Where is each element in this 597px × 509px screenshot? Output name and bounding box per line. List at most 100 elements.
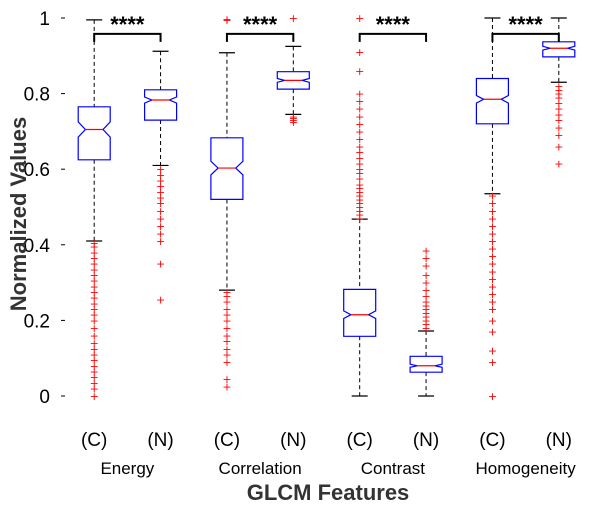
outlier-marker: + bbox=[222, 356, 231, 369]
outlier-marker: + bbox=[355, 12, 364, 25]
outlier-marker: + bbox=[156, 169, 165, 182]
outlier-marker: + bbox=[90, 360, 99, 373]
category-label: (C) bbox=[479, 430, 505, 451]
outlier-marker: + bbox=[156, 235, 165, 248]
outlier-marker: + bbox=[90, 297, 99, 310]
outlier-marker: + bbox=[488, 212, 497, 225]
outlier-marker: + bbox=[90, 343, 99, 356]
outlier-marker: + bbox=[156, 220, 165, 233]
outlier-marker: + bbox=[355, 125, 364, 138]
outlier-marker: + bbox=[90, 330, 99, 343]
outlier-marker: + bbox=[222, 14, 231, 27]
outlier-marker: + bbox=[421, 244, 430, 257]
outlier-marker: + bbox=[355, 190, 364, 203]
outlier-marker: + bbox=[355, 65, 364, 78]
y-tick-label: 0.6 bbox=[24, 160, 50, 181]
outlier-marker: + bbox=[289, 116, 298, 129]
outlier-marker: + bbox=[421, 314, 430, 327]
outlier-marker: + bbox=[488, 296, 497, 309]
outlier-marker: + bbox=[156, 227, 165, 240]
outlier-marker: + bbox=[488, 314, 497, 327]
outlier-marker: + bbox=[355, 173, 364, 186]
outlier-marker: + bbox=[421, 290, 430, 303]
y-tick-label: 0.8 bbox=[24, 85, 50, 106]
outlier-marker: + bbox=[355, 133, 364, 146]
significance-bracket bbox=[93, 32, 162, 42]
y-tick-label: 0.2 bbox=[24, 311, 50, 332]
outlier-marker: + bbox=[488, 190, 497, 203]
outlier-marker: + bbox=[554, 91, 563, 104]
outlier-marker: + bbox=[222, 309, 231, 322]
outlier-marker: + bbox=[90, 286, 99, 299]
outlier-marker: + bbox=[222, 330, 231, 343]
outlier-marker: + bbox=[90, 390, 99, 403]
outlier-marker: + bbox=[488, 205, 497, 218]
outlier-marker: + bbox=[355, 110, 364, 123]
outlier-marker: + bbox=[355, 103, 364, 116]
outlier-marker: + bbox=[488, 243, 497, 256]
significance-bracket bbox=[491, 32, 560, 42]
outlier-marker: + bbox=[554, 114, 563, 127]
outlier-marker: + bbox=[90, 348, 99, 361]
outlier-marker: + bbox=[156, 175, 165, 188]
outlier-marker: + bbox=[222, 381, 231, 394]
outlier-marker: + bbox=[355, 193, 364, 206]
outlier-marker: + bbox=[222, 286, 231, 299]
notched-box bbox=[343, 288, 377, 337]
outlier-marker: + bbox=[355, 167, 364, 180]
outlier-marker: + bbox=[156, 212, 165, 225]
y-tick-label: 0.4 bbox=[24, 236, 51, 257]
significance-bracket bbox=[358, 32, 428, 42]
outlier-marker: + bbox=[355, 201, 364, 214]
outlier-marker: + bbox=[90, 275, 99, 288]
outlier-marker: + bbox=[156, 294, 165, 307]
outlier-marker: + bbox=[90, 309, 99, 322]
outlier-marker: + bbox=[90, 263, 99, 276]
outlier-marker: + bbox=[421, 311, 430, 324]
outlier-marker: + bbox=[421, 303, 430, 316]
outlier-marker: + bbox=[421, 284, 430, 297]
category-label: (N) bbox=[147, 430, 173, 451]
outlier-marker: + bbox=[355, 186, 364, 199]
outlier-marker: + bbox=[488, 356, 497, 369]
outlier-marker: + bbox=[222, 303, 231, 316]
group-label: Homogeneity bbox=[476, 459, 577, 478]
outlier-marker: + bbox=[554, 103, 563, 116]
outlier-marker: + bbox=[90, 258, 99, 271]
outlier-marker: + bbox=[554, 129, 563, 142]
group-label: Contrast bbox=[361, 459, 426, 478]
plot-area: 00.20.40.60.81++++++++++++++++++++++++++… bbox=[24, 9, 577, 478]
outlier-marker: + bbox=[90, 269, 99, 282]
outlier-marker: + bbox=[90, 241, 99, 254]
outlier-marker: + bbox=[421, 322, 430, 335]
category-label: (N) bbox=[413, 430, 439, 451]
significance-label: **** bbox=[509, 12, 544, 37]
outlier-marker: + bbox=[355, 152, 364, 165]
significance-label: **** bbox=[243, 12, 278, 37]
outlier-marker: + bbox=[421, 296, 430, 309]
outlier-marker: + bbox=[488, 273, 497, 286]
outlier-marker: + bbox=[156, 205, 165, 218]
outlier-marker: + bbox=[488, 197, 497, 210]
outlier-marker: + bbox=[289, 114, 298, 127]
outlier-marker: + bbox=[90, 377, 99, 390]
outlier-marker: + bbox=[421, 260, 430, 273]
outlier-marker: + bbox=[90, 303, 99, 316]
notched-box bbox=[542, 41, 576, 58]
outlier-marker: + bbox=[554, 84, 563, 97]
outlier-marker: + bbox=[488, 220, 497, 233]
outlier-marker: + bbox=[156, 186, 165, 199]
outlier-marker: + bbox=[355, 95, 364, 108]
outlier-marker: + bbox=[488, 258, 497, 271]
outlier-marker: + bbox=[421, 277, 430, 290]
notched-box bbox=[210, 137, 244, 200]
notched-box bbox=[409, 355, 443, 373]
outlier-marker: + bbox=[355, 118, 364, 131]
outlier-marker: + bbox=[488, 288, 497, 301]
group-label: Energy bbox=[100, 459, 154, 478]
outlier-marker: + bbox=[554, 158, 563, 171]
outlier-marker: + bbox=[488, 326, 497, 339]
outlier-marker: + bbox=[488, 390, 497, 403]
outlier-marker: + bbox=[488, 303, 497, 316]
outlier-marker: + bbox=[289, 110, 298, 123]
